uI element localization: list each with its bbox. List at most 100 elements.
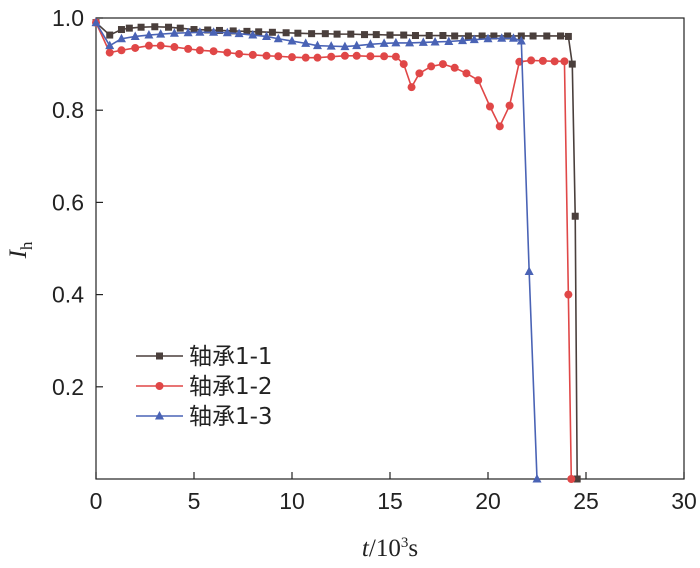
series-1 [92,19,581,483]
data-point [508,33,518,42]
data-point [195,46,204,55]
plot-frame [95,17,685,480]
data-point [538,56,547,65]
data-point [568,60,576,68]
data-point [169,28,179,37]
legend-marker [155,382,164,390]
data-point [532,474,542,483]
data-point [229,27,237,35]
data-point [156,41,165,50]
legend-label: 轴承1-3 [189,404,273,430]
data-point [312,40,322,50]
data-point [273,33,283,43]
data-point [117,46,126,55]
data-point [458,35,468,45]
x-tick-label: 0 [90,488,103,514]
data-point [543,32,551,40]
data-point [564,290,573,299]
data-point [505,101,514,110]
y-tick-label: 0.2 [52,374,84,400]
data-point [190,26,198,34]
data-point [222,27,232,37]
data-point [105,40,115,50]
data-point [137,23,145,31]
data-point [524,266,534,276]
data-point [490,32,498,40]
data-point [450,63,459,72]
data-point [550,57,559,66]
x-tick-label: 5 [188,488,201,514]
data-point [573,475,581,483]
data-point [209,27,219,36]
data-point [156,29,166,38]
data-point [464,32,472,40]
data-point [248,30,258,39]
legend: 轴承1-1 轴承1-2 轴承1-3 [136,344,273,430]
data-point [282,29,290,37]
data-point [478,32,486,40]
data-point [301,38,311,47]
data-point [411,32,419,40]
data-point [301,53,310,62]
data-point [116,33,126,43]
data-point [183,27,193,37]
legend-marker [155,411,164,420]
data-point [564,32,572,40]
data-point [527,56,536,65]
ticks: 0 5 10 15 20 25 30 0.2 0.4 0.6 0.8 1.0 [52,5,697,514]
x-tick-label: 15 [377,488,403,514]
y-tick-label: 0.6 [52,189,84,215]
data-point [215,26,223,34]
x-tick-label: 20 [475,488,501,514]
data-point [248,50,257,59]
data-point [516,36,526,45]
data-point [327,52,336,61]
data-point [405,37,415,47]
data-point [483,33,493,43]
x-tick-label: 25 [573,488,599,514]
data-point [529,32,537,40]
data-point [571,212,579,220]
data-point [91,17,101,27]
y-tick-label: 0.8 [52,97,84,123]
plot-border [95,17,685,480]
data-point [274,52,283,61]
legend-item-2: 轴承1-2 [136,374,273,400]
data-point [235,49,244,58]
data-point [557,32,565,40]
data-point [321,30,329,38]
legend-item-3: 轴承1-3 [136,404,273,430]
series-3 [91,17,542,483]
data-point [106,31,114,39]
data-point [517,32,525,40]
data-point [469,34,479,44]
data-point [451,32,459,40]
data-point [184,44,193,53]
data-point [425,32,433,40]
data-point [352,40,362,50]
data-point [287,36,297,45]
y-axis-title: Ih [5,241,36,259]
data-point [144,30,154,39]
data-point [380,52,389,61]
data-point [268,28,276,36]
data-point [485,102,494,111]
series-line [95,22,578,480]
legend-item-1: 轴承1-1 [136,344,273,370]
data-point [105,48,114,57]
x-tick-label: 30 [671,488,697,514]
x-axis-title: t/103s [362,535,418,562]
data-point [407,83,416,92]
series-line [95,22,573,480]
data-point [391,37,401,47]
data-point [361,31,369,39]
data-point [125,24,133,32]
data-point [326,41,336,50]
legend-marker [156,352,163,360]
series [91,17,581,483]
data-point [347,30,355,38]
series-line [95,22,538,480]
data-point [391,52,400,61]
legend-label: 轴承1-2 [189,374,273,400]
